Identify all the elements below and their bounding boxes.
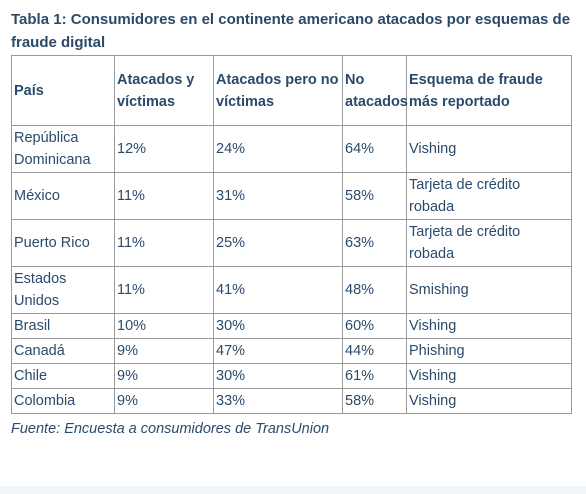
cell-country: República Dominicana: [11, 125, 115, 173]
cell-country: México: [11, 172, 115, 220]
cell-country: Canadá: [11, 338, 115, 364]
cell-country: Brasil: [11, 313, 115, 339]
table-row: Puerto Rico 11% 25% 63% Tarjeta de crédi…: [11, 219, 572, 267]
header-not-attacked: No atacados: [342, 55, 408, 126]
table-caption: Tabla 1: Consumidores en el continente a…: [11, 11, 571, 51]
table-row: Canadá 9% 47% 44% Phishing: [11, 338, 572, 364]
cell-country: Chile: [11, 363, 115, 389]
cell-not-attacked: 58%: [342, 388, 407, 414]
cell-fraud-scheme: Vishing: [406, 388, 572, 414]
cell-not-attacked: 60%: [342, 313, 407, 339]
cell-attacked-not-victims: 31%: [213, 172, 343, 220]
cell-fraud-scheme: Vishing: [406, 125, 572, 173]
header-fraud-scheme: Esquema de fraude más reportado: [406, 55, 572, 126]
table-header-row: País Atacados y víctimas Atacados pero n…: [11, 55, 572, 126]
table-row: Estados Unidos 11% 41% 48% Smishing: [11, 266, 572, 314]
footer-band: [0, 486, 586, 494]
table-row: México 11% 31% 58% Tarjeta de crédito ro…: [11, 172, 572, 220]
cell-not-attacked: 63%: [342, 219, 407, 267]
cell-fraud-scheme: Smishing: [406, 266, 572, 314]
fraud-table: País Atacados y víctimas Atacados pero n…: [11, 55, 572, 414]
header-attacked-victims: Atacados y víctimas: [114, 55, 214, 126]
cell-attacked-not-victims: 30%: [213, 363, 343, 389]
cell-fraud-scheme: Tarjeta de crédito robada: [406, 172, 572, 220]
cell-attacked-not-victims: 33%: [213, 388, 343, 414]
cell-not-attacked: 58%: [342, 172, 407, 220]
cell-fraud-scheme: Phishing: [406, 338, 572, 364]
cell-attacked-victims: 11%: [114, 266, 214, 314]
cell-attacked-victims: 9%: [114, 388, 214, 414]
cell-country: Estados Unidos: [11, 266, 115, 314]
table-row: Colombia 9% 33% 58% Vishing: [11, 388, 572, 414]
source-note: Fuente: Encuesta a consumidores de Trans…: [11, 421, 330, 437]
cell-fraud-scheme: Vishing: [406, 313, 572, 339]
cell-attacked-not-victims: 47%: [213, 338, 343, 364]
cell-not-attacked: 44%: [342, 338, 407, 364]
table-row: Brasil 10% 30% 60% Vishing: [11, 313, 572, 339]
cell-attacked-not-victims: 41%: [213, 266, 343, 314]
cell-not-attacked: 48%: [342, 266, 407, 314]
cell-country: Puerto Rico: [11, 219, 115, 267]
cell-attacked-victims: 11%: [114, 219, 214, 267]
cell-not-attacked: 64%: [342, 125, 407, 173]
cell-not-attacked: 61%: [342, 363, 407, 389]
table-row: Chile 9% 30% 61% Vishing: [11, 363, 572, 389]
cell-attacked-not-victims: 30%: [213, 313, 343, 339]
header-attacked-not-victims: Atacados pero no víctimas: [213, 55, 343, 126]
cell-attacked-victims: 12%: [114, 125, 214, 173]
cell-attacked-victims: 9%: [114, 363, 214, 389]
cell-attacked-victims: 9%: [114, 338, 214, 364]
table-row: República Dominicana 12% 24% 64% Vishing: [11, 125, 572, 173]
cell-country: Colombia: [11, 388, 115, 414]
cell-attacked-not-victims: 25%: [213, 219, 343, 267]
cell-fraud-scheme: Vishing: [406, 363, 572, 389]
cell-attacked-victims: 11%: [114, 172, 214, 220]
header-country: País: [11, 55, 115, 126]
cell-attacked-victims: 10%: [114, 313, 214, 339]
cell-attacked-not-victims: 24%: [213, 125, 343, 173]
cell-fraud-scheme: Tarjeta de crédito robada: [406, 219, 572, 267]
